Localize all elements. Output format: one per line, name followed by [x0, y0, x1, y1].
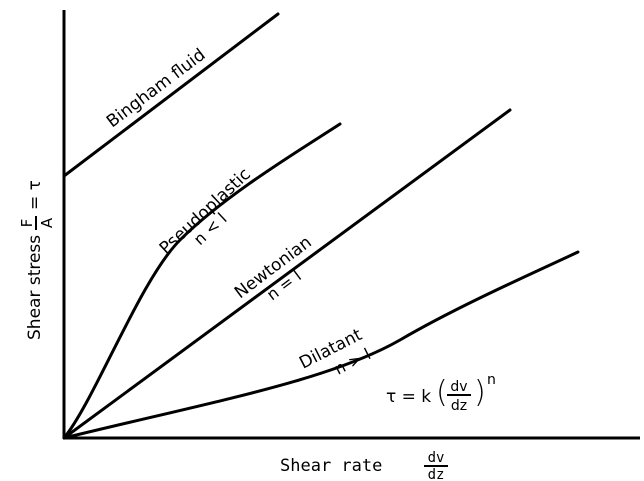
equation-left-paren: (	[436, 375, 448, 410]
pseudoplastic-curve	[62, 122, 342, 440]
newtonian-curve	[62, 108, 512, 440]
equation-exponent: n	[487, 372, 496, 388]
equation-right-paren: )	[474, 375, 486, 410]
y-axis-title: Shear stress F A = τ	[18, 180, 56, 340]
equation-frac-den: dz	[451, 398, 467, 414]
dilatant-curve	[62, 250, 580, 440]
x-axis-frac-den: dz	[428, 467, 445, 481]
y-axis-frac-num: F	[18, 219, 36, 228]
power-law-equation: τ = k ( dv dz ) n	[386, 372, 496, 414]
y-axis-suffix: = τ	[25, 180, 45, 210]
y-axis-prefix: Shear stress	[25, 235, 45, 340]
equation-frac-num: dv	[450, 379, 467, 395]
x-axis-prefix: Shear rate	[280, 456, 382, 476]
bingham-fluid-label: Bingham fluid	[103, 45, 209, 132]
bingham-fluid-curve	[62, 12, 280, 178]
equation-lhs: τ = k	[386, 387, 431, 407]
x-axis-title: Shear rate dv dz	[280, 450, 448, 481]
x-axis-frac-num: dv	[428, 450, 445, 466]
y-axis-frac-den: A	[38, 217, 56, 228]
